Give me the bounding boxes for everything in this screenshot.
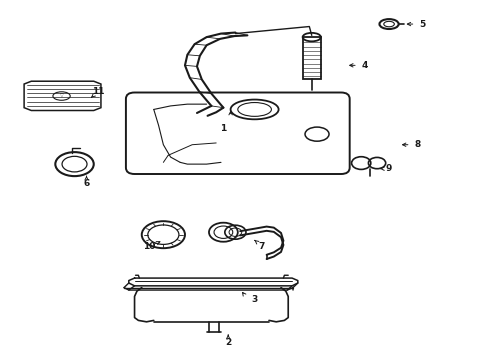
Text: ▽: ▽ bbox=[60, 94, 63, 99]
Text: 2: 2 bbox=[225, 338, 231, 347]
Text: 7: 7 bbox=[259, 242, 265, 251]
Text: 9: 9 bbox=[386, 164, 392, 173]
Text: 8: 8 bbox=[415, 140, 421, 149]
Text: 4: 4 bbox=[362, 61, 368, 70]
Text: 1: 1 bbox=[220, 124, 226, 133]
Text: 6: 6 bbox=[83, 179, 90, 188]
Text: 3: 3 bbox=[251, 296, 258, 305]
Text: 5: 5 bbox=[419, 19, 426, 28]
Text: 10: 10 bbox=[143, 242, 155, 251]
Text: 11: 11 bbox=[92, 87, 105, 96]
